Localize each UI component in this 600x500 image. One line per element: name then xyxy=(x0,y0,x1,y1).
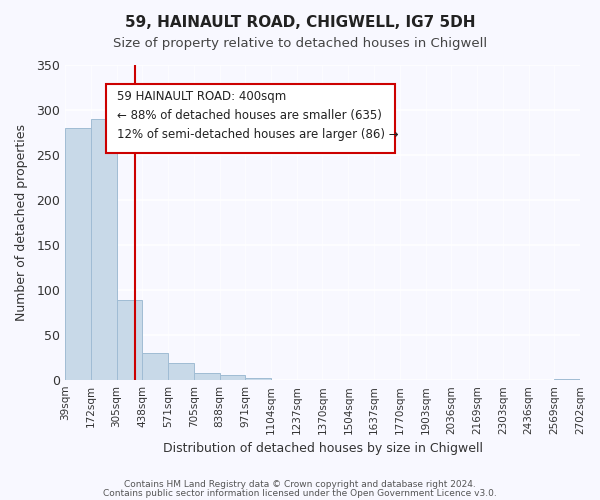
Text: Contains HM Land Registry data © Crown copyright and database right 2024.: Contains HM Land Registry data © Crown c… xyxy=(124,480,476,489)
Text: Contains public sector information licensed under the Open Government Licence v3: Contains public sector information licen… xyxy=(103,488,497,498)
Text: 59 HAINAULT ROAD: 400sqm
← 88% of detached houses are smaller (635)
12% of semi-: 59 HAINAULT ROAD: 400sqm ← 88% of detach… xyxy=(116,90,398,141)
Bar xyxy=(65,128,91,380)
X-axis label: Distribution of detached houses by size in Chigwell: Distribution of detached houses by size … xyxy=(163,442,482,455)
FancyBboxPatch shape xyxy=(106,84,395,153)
Bar xyxy=(220,374,245,380)
Bar xyxy=(554,379,580,380)
Y-axis label: Number of detached properties: Number of detached properties xyxy=(15,124,28,321)
Bar xyxy=(116,300,142,380)
Text: Size of property relative to detached houses in Chigwell: Size of property relative to detached ho… xyxy=(113,38,487,51)
Bar xyxy=(194,373,220,380)
Text: 59, HAINAULT ROAD, CHIGWELL, IG7 5DH: 59, HAINAULT ROAD, CHIGWELL, IG7 5DH xyxy=(125,15,475,30)
Bar xyxy=(168,363,194,380)
Bar xyxy=(245,378,271,380)
Bar xyxy=(91,119,116,380)
Bar xyxy=(142,353,168,380)
